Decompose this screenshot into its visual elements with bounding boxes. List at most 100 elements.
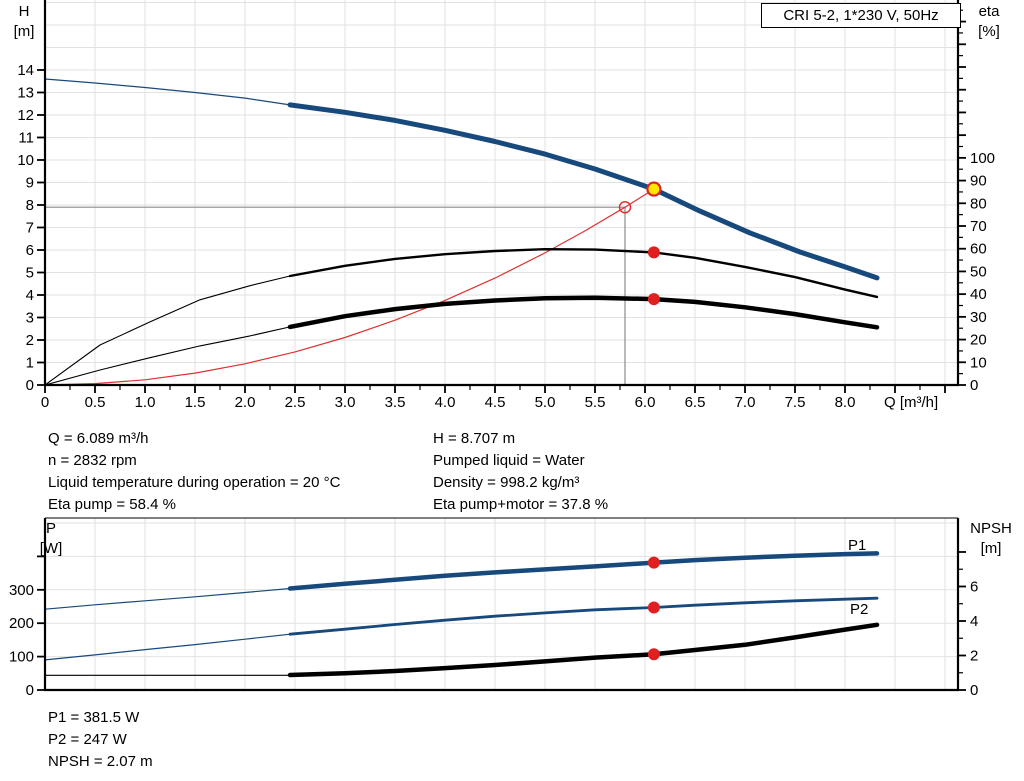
npsh-curve [287,622,880,678]
duty-density-text: Density = 998.2 kg/m³ [433,474,580,491]
q-tick-label: 6.5 [685,394,706,411]
eta-axis-title-unit: [%] [978,23,1000,40]
right-tick-label: 70 [970,218,987,235]
q-axis-unit-label: Q [m³/h] [884,394,939,411]
eta-axis-title-symbol: eta [978,3,1000,20]
duty-npsh-text: NPSH = 2.07 m [48,753,153,770]
eta-pump-curve [288,247,879,299]
h-axis-title-symbol: H [18,3,30,20]
left-tick-label: 1 [26,354,34,371]
left-tick-label: 100 [9,649,34,666]
p-axis-title: P [W] [30,519,72,559]
power-info: P1 = 381.5 W P2 = 247 W NPSH = 2.07 m [48,707,153,773]
pump-curve-extension [44,78,291,106]
eta-pump-motor-curve [287,295,880,330]
npsh-duty-dot [647,648,660,661]
left-tick-label: 10 [17,152,34,169]
duty-speed-text: n = 2832 rpm [48,452,137,469]
q-tick-label: 5.0 [535,394,556,411]
eta-axis-title: eta [%] [966,2,1012,42]
left-tick-label: 2 [26,332,34,349]
p1-curve-label: P1 [848,537,866,554]
right-tick-label: 40 [970,286,987,303]
right-tick-label: 20 [970,332,987,349]
right-tick-label: 50 [970,263,987,280]
left-tick-label: 0 [26,377,34,394]
right-tick-label: 0 [970,682,978,699]
right-tick-label: 4 [970,613,978,630]
q-tick-label: 8.0 [835,394,856,411]
q-tick-label: 5.5 [585,394,606,411]
p1-duty-dot [647,556,660,569]
left-tick-label: 0 [26,682,34,699]
left-tick-label: 12 [17,107,34,124]
left-tick-label: 11 [18,129,34,146]
right-tick-label: 80 [970,195,987,212]
eta-pump-motor-duty-dot [647,293,660,306]
left-tick-label: 200 [9,615,34,632]
eta-pump-curve-extension [44,275,291,386]
right-tick-label: 30 [970,309,987,326]
pump-title: CRI 5-2, 1*230 V, 50Hz [761,3,961,28]
h-axis-title: H [m] [4,2,44,42]
duty-info-right: H = 8.707 m Pumped liquid = Water Densit… [433,428,608,516]
left-tick-label: 3 [26,309,34,326]
q-tick-label: 4.5 [485,394,506,411]
duty-p2-text: P2 = 247 W [48,731,127,748]
duty-liquid-temp-text: Liquid temperature during operation = 20… [48,474,341,491]
duty-pumped-liquid-text: Pumped liquid = Water [433,452,585,469]
left-tick-label: 4 [26,287,34,304]
q-tick-label: 4.0 [435,394,456,411]
pump-curve [287,102,880,281]
q-tick-label: 1.0 [135,394,156,411]
p2-duty-dot [647,601,660,614]
duty-eta-pump-text: Eta pump = 58.4 % [48,496,176,513]
duty-p1-text: P1 = 381.5 W [48,709,140,726]
duty-h-text: H = 8.707 m [433,430,516,447]
right-tick-label: 90 [970,173,987,190]
right-tick-label: 100 [970,150,995,167]
left-tick-label: 13 [17,84,34,101]
left-tick-label: 6 [26,242,34,259]
p-axis-title-unit: [W] [39,540,63,557]
left-tick-label: 7 [26,219,34,236]
left-tick-label: 14 [17,62,34,79]
p1-curve-extension [44,587,291,610]
right-tick-label: 6 [970,578,978,595]
q-tick-label: 7.0 [735,394,756,411]
left-tick-label: 5 [26,264,34,281]
duty-eta-pump-motor-text: Eta pump+motor = 37.8 % [433,496,609,513]
q-tick-label: 3.0 [335,394,356,411]
q-tick-label: 0 [41,394,49,411]
right-tick-label: 60 [970,241,987,258]
h-axis-title-unit: [m] [13,23,35,40]
left-tick-label: 8 [26,197,34,214]
duty-q-text: Q = 6.089 m³/h [48,430,149,447]
p1-curve [287,551,880,591]
q-tick-label: 1.5 [185,394,206,411]
q-tick-label: 3.5 [385,394,406,411]
q-tick-label: 2.0 [235,394,256,411]
left-tick-label: 300 [9,582,34,599]
eta-pump-duty-dot [647,246,660,259]
right-tick-label: 10 [970,354,987,371]
requested-duty-point [618,200,632,214]
p2-curve-extension [44,633,291,661]
eta-pump-motor-curve-extension [44,326,291,386]
right-tick-label: 2 [970,647,978,664]
npsh-axis-title-unit: [m] [980,540,1002,557]
q-tick-label: 0.5 [85,394,106,411]
duty-info-left: Q = 6.089 m³/h n = 2832 rpm Liquid tempe… [48,428,340,516]
requested-duty-crosshair [44,206,626,386]
npsh-axis-title: NPSH [m] [962,519,1020,559]
duty-point[interactable] [646,181,662,197]
left-tick-label: 9 [26,174,34,191]
system-curve [44,188,655,386]
right-tick-label: 0 [970,377,978,394]
npsh-axis-title-symbol: NPSH [970,520,1012,537]
q-tick-label: 7.5 [785,394,806,411]
p2-curve-label: P2 [850,601,868,618]
p2-curve [288,596,879,636]
